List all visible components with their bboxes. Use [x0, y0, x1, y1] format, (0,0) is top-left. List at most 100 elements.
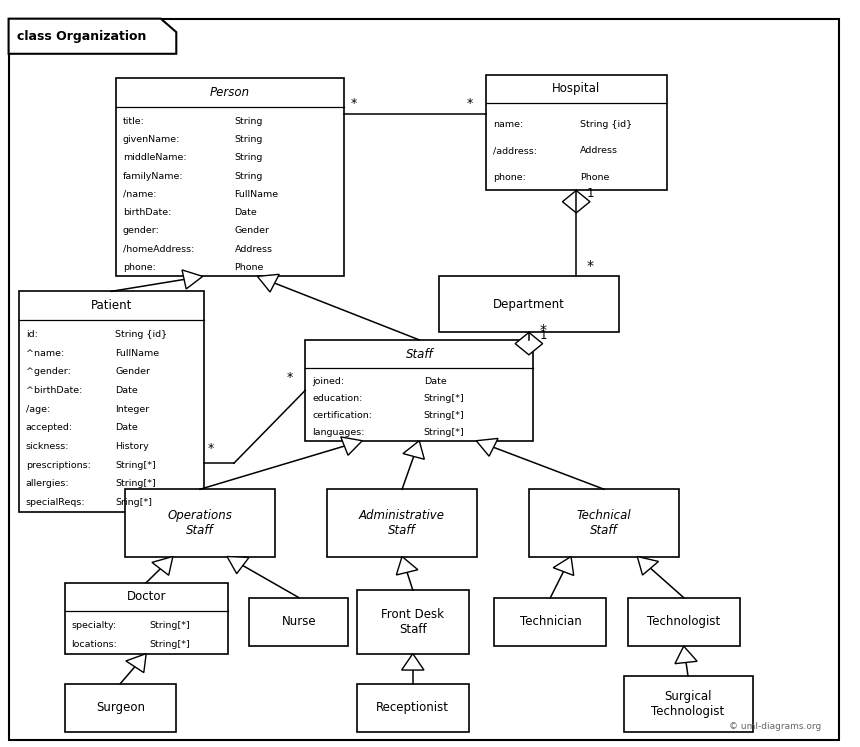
- Text: Gender: Gender: [115, 368, 150, 376]
- Text: 1: 1: [587, 187, 594, 200]
- Text: String[*]: String[*]: [115, 480, 156, 489]
- Text: familyName:: familyName:: [123, 172, 183, 181]
- Text: Receptionist: Receptionist: [377, 701, 449, 714]
- Text: © uml-diagrams.org: © uml-diagrams.org: [729, 722, 821, 731]
- Bar: [327, 489, 477, 557]
- Text: String[*]: String[*]: [424, 394, 464, 403]
- Text: Sring[*]: Sring[*]: [115, 498, 152, 507]
- Text: History: History: [115, 442, 149, 451]
- Text: Gender: Gender: [235, 226, 269, 235]
- Bar: [439, 276, 619, 332]
- Text: id:: id:: [26, 330, 38, 339]
- Polygon shape: [675, 646, 697, 663]
- Text: *: *: [208, 442, 214, 455]
- Text: Date: Date: [424, 377, 446, 386]
- Polygon shape: [9, 19, 176, 54]
- Text: String: String: [235, 172, 263, 181]
- Text: FullName: FullName: [235, 190, 279, 199]
- Text: certification:: certification:: [312, 411, 372, 420]
- Text: locations:: locations:: [71, 640, 117, 649]
- Text: Department: Department: [493, 298, 565, 311]
- Text: String {id}: String {id}: [115, 330, 167, 339]
- Text: accepted:: accepted:: [26, 424, 73, 433]
- Text: ^gender:: ^gender:: [26, 368, 71, 376]
- Text: String[*]: String[*]: [424, 411, 464, 420]
- Text: specialReqs:: specialReqs:: [26, 498, 85, 507]
- Polygon shape: [637, 557, 659, 575]
- Text: Surgeon: Surgeon: [96, 701, 144, 714]
- Text: specialty:: specialty:: [71, 622, 116, 630]
- Polygon shape: [341, 437, 362, 455]
- Text: *: *: [286, 371, 292, 385]
- Bar: [64, 684, 176, 732]
- Text: ^birthDate:: ^birthDate:: [26, 386, 83, 395]
- Bar: [125, 489, 275, 557]
- Polygon shape: [515, 332, 543, 355]
- Text: Doctor: Doctor: [126, 590, 166, 604]
- Polygon shape: [562, 190, 590, 213]
- Text: gender:: gender:: [123, 226, 160, 235]
- Text: String: String: [235, 153, 263, 162]
- Text: phone:: phone:: [493, 173, 525, 182]
- Text: allergies:: allergies:: [26, 480, 70, 489]
- Text: Date: Date: [115, 386, 138, 395]
- Bar: [357, 684, 469, 732]
- Bar: [628, 598, 740, 646]
- Text: String[*]: String[*]: [150, 622, 190, 630]
- Bar: [529, 489, 679, 557]
- Bar: [19, 291, 204, 512]
- Text: Address: Address: [580, 146, 617, 155]
- Text: prescriptions:: prescriptions:: [26, 461, 90, 470]
- Text: phone:: phone:: [123, 263, 156, 272]
- Text: sickness:: sickness:: [26, 442, 70, 451]
- Polygon shape: [396, 557, 418, 575]
- Text: Date: Date: [235, 208, 257, 217]
- Text: String[*]: String[*]: [115, 461, 156, 470]
- Text: class Organization: class Organization: [17, 30, 146, 43]
- Text: *: *: [587, 259, 593, 273]
- Text: 1: 1: [539, 329, 547, 342]
- Text: ^name:: ^name:: [26, 349, 64, 358]
- Text: String: String: [235, 135, 263, 144]
- Text: String[*]: String[*]: [150, 640, 190, 649]
- Text: Nurse: Nurse: [281, 616, 316, 628]
- Text: education:: education:: [312, 394, 363, 403]
- Text: Date: Date: [115, 424, 138, 433]
- Text: Integer: Integer: [115, 405, 150, 414]
- Polygon shape: [152, 557, 173, 575]
- Bar: [494, 598, 606, 646]
- Text: Phone: Phone: [235, 263, 264, 272]
- Text: middleName:: middleName:: [123, 153, 187, 162]
- Text: String[*]: String[*]: [424, 428, 464, 437]
- Polygon shape: [403, 441, 424, 459]
- Bar: [305, 340, 533, 441]
- Text: Staff: Staff: [405, 347, 433, 361]
- Polygon shape: [402, 654, 424, 670]
- Text: *: *: [467, 96, 473, 110]
- Text: *: *: [539, 323, 546, 337]
- Text: Operations
Staff: Operations Staff: [168, 509, 232, 537]
- Text: givenName:: givenName:: [123, 135, 181, 144]
- Text: Phone: Phone: [580, 173, 609, 182]
- Text: *: *: [351, 96, 357, 110]
- Text: birthDate:: birthDate:: [123, 208, 171, 217]
- Polygon shape: [257, 274, 280, 292]
- Text: /name:: /name:: [123, 190, 157, 199]
- Text: String: String: [235, 117, 263, 126]
- Bar: [64, 583, 228, 654]
- Bar: [116, 78, 344, 276]
- Polygon shape: [182, 270, 203, 289]
- Text: FullName: FullName: [115, 349, 159, 358]
- Text: Technical
Staff: Technical Staff: [577, 509, 631, 537]
- Bar: [486, 75, 666, 190]
- Polygon shape: [553, 557, 574, 575]
- Polygon shape: [227, 557, 249, 574]
- Bar: [624, 676, 752, 732]
- Text: Person: Person: [210, 86, 250, 99]
- Text: Front Desk
Staff: Front Desk Staff: [381, 608, 445, 636]
- Text: Technician: Technician: [519, 616, 581, 628]
- Text: /address:: /address:: [493, 146, 537, 155]
- Text: Hospital: Hospital: [552, 82, 600, 96]
- Text: /age:: /age:: [26, 405, 50, 414]
- Text: Technologist: Technologist: [647, 616, 721, 628]
